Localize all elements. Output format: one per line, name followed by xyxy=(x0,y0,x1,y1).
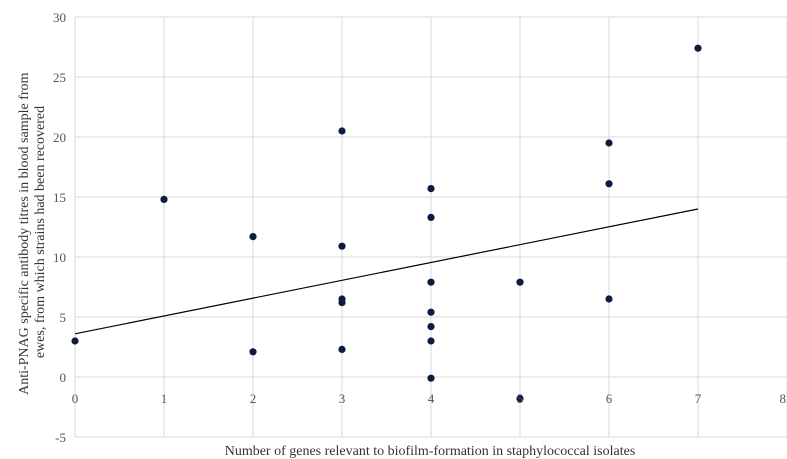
x-tick-label: 3 xyxy=(339,391,346,406)
x-tick-label: 6 xyxy=(606,391,613,406)
data-point xyxy=(427,337,435,345)
data-point xyxy=(516,395,524,403)
data-point xyxy=(605,180,613,188)
data-point xyxy=(427,185,435,193)
x-tick-label: 5 xyxy=(517,391,524,406)
data-point xyxy=(427,374,435,382)
data-point xyxy=(605,295,613,303)
data-point xyxy=(338,242,346,250)
data-point xyxy=(694,44,702,52)
data-point xyxy=(160,195,168,203)
x-tick-label: 4 xyxy=(428,391,435,406)
x-tick-label: 0 xyxy=(72,391,79,406)
data-point xyxy=(605,139,613,147)
trendline-layer xyxy=(74,208,699,335)
data-point xyxy=(427,278,435,286)
y-tick-label: 30 xyxy=(53,10,66,25)
data-point xyxy=(427,213,435,221)
x-tick-label: 7 xyxy=(695,391,702,406)
y-tick-label: 25 xyxy=(53,70,66,85)
data-point xyxy=(338,345,346,353)
x-tick-label: 2 xyxy=(250,391,257,406)
y-tick-label: 10 xyxy=(53,250,66,265)
y-tick-label: 0 xyxy=(60,370,67,385)
linear-trendline xyxy=(74,208,699,335)
y-tick-label: 15 xyxy=(53,190,66,205)
y-tick-label: 20 xyxy=(53,130,66,145)
x-tick-label: 1 xyxy=(161,391,168,406)
gridlines xyxy=(74,16,787,438)
data-point xyxy=(427,308,435,316)
x-tick-label: 8 xyxy=(780,391,787,406)
data-point xyxy=(338,127,346,135)
data-point xyxy=(249,348,257,356)
y-axis-title-line-2: ewes, from which strains had been recove… xyxy=(33,106,48,358)
x-axis-title: Number of genes relevant to biofilm-form… xyxy=(225,444,636,459)
data-point xyxy=(338,299,346,307)
data-points xyxy=(71,44,702,403)
data-point xyxy=(427,323,435,331)
y-axis-title-line-1: Anti-PNAG specific antibody titres in bl… xyxy=(17,72,32,394)
data-point xyxy=(71,337,79,345)
data-point xyxy=(516,278,524,286)
y-axis-title: Anti-PNAG specific antibody titres in bl… xyxy=(17,69,48,395)
y-tick-label: 5 xyxy=(60,310,67,325)
x-tick-labels: 0 1 2 3 4 5 6 7 8 xyxy=(72,391,786,406)
data-point xyxy=(249,233,257,241)
y-tick-label: -5 xyxy=(55,430,66,445)
y-tick-labels: -5 0 5 10 15 20 25 30 xyxy=(53,10,66,445)
